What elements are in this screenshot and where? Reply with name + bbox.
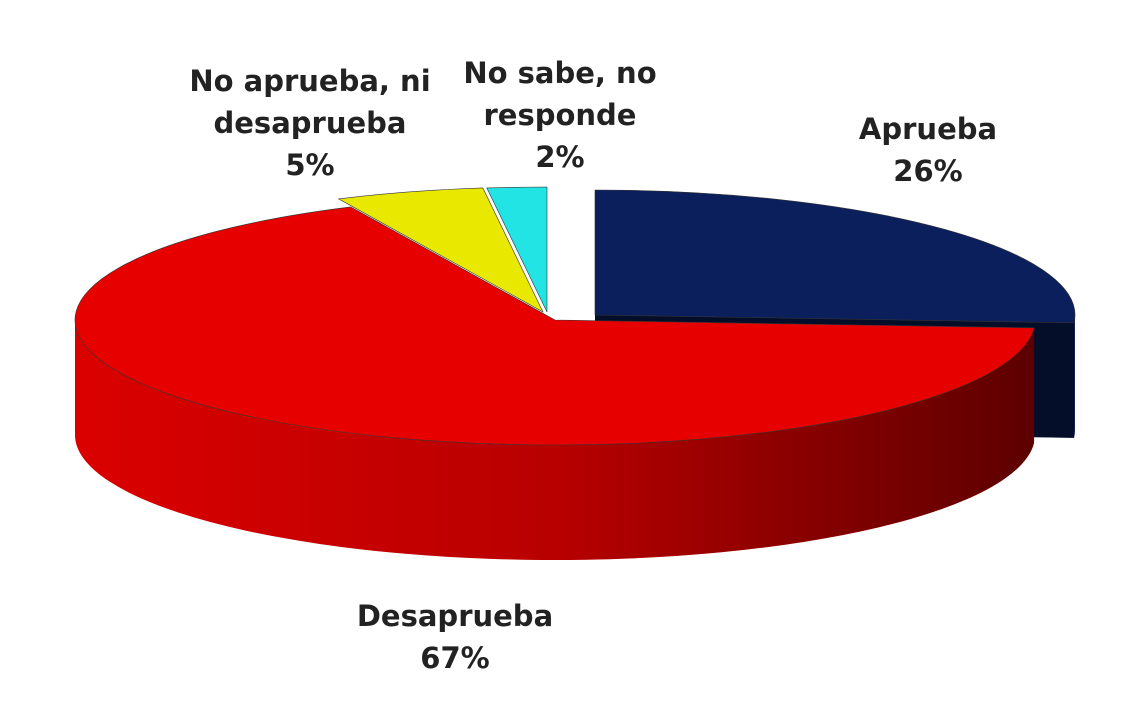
value-label: 2%	[535, 140, 585, 174]
value-label: 5%	[285, 148, 335, 182]
slice	[486, 186, 548, 313]
category-name: Desaprueba	[356, 599, 554, 633]
slice	[594, 189, 1076, 324]
category-name: No aprueba, ni desaprueba	[189, 64, 431, 140]
slice-side-shade	[1074, 315, 1075, 438]
slice	[74, 206, 1035, 446]
slice-label: No sabe, no responde 2%	[463, 52, 656, 178]
slice-label: No aprueba, ni desaprueba 5%	[189, 60, 430, 186]
slice	[337, 187, 544, 313]
category-name: Aprueba	[858, 112, 998, 146]
slice-label: Aprueba 26%	[859, 108, 997, 192]
value-label: 26%	[893, 154, 963, 188]
slice-label: Desaprueba 67%	[357, 595, 553, 679]
value-label: 67%	[420, 641, 490, 675]
category-name: No sabe, no responde	[463, 56, 657, 132]
slice-side-shade	[75, 320, 1035, 561]
